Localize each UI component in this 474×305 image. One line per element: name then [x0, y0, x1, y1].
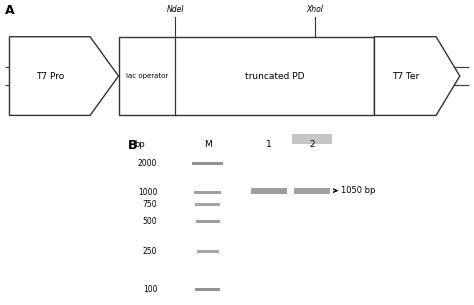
- Text: T7 Ter: T7 Ter: [392, 72, 419, 81]
- Bar: [195, 288, 220, 292]
- Bar: [194, 191, 221, 194]
- Polygon shape: [9, 37, 119, 115]
- Text: bp: bp: [135, 140, 145, 149]
- Text: truncated PD: truncated PD: [245, 72, 305, 81]
- Text: 100: 100: [143, 285, 157, 294]
- Text: A: A: [5, 4, 14, 17]
- Bar: [118, 37, 374, 115]
- Text: lac operator: lac operator: [126, 73, 168, 79]
- Bar: [197, 250, 219, 253]
- Text: T7 Pro: T7 Pro: [36, 72, 64, 81]
- Text: 2000: 2000: [138, 159, 157, 168]
- Text: 1050 bp: 1050 bp: [333, 186, 375, 195]
- Text: 1: 1: [266, 140, 272, 149]
- Text: XhoI: XhoI: [307, 5, 324, 14]
- Text: 1000: 1000: [138, 188, 157, 197]
- Text: NdeI: NdeI: [166, 5, 184, 14]
- Text: 250: 250: [143, 247, 157, 256]
- Bar: [292, 124, 332, 144]
- Polygon shape: [374, 37, 460, 115]
- Bar: [294, 188, 330, 194]
- Text: 2: 2: [310, 140, 315, 149]
- Bar: [192, 162, 223, 165]
- Text: B: B: [128, 139, 137, 152]
- Bar: [196, 221, 219, 224]
- Bar: [195, 203, 220, 206]
- Text: 500: 500: [143, 217, 157, 226]
- Text: 750: 750: [143, 200, 157, 209]
- Text: M: M: [204, 140, 212, 149]
- Bar: [251, 188, 287, 194]
